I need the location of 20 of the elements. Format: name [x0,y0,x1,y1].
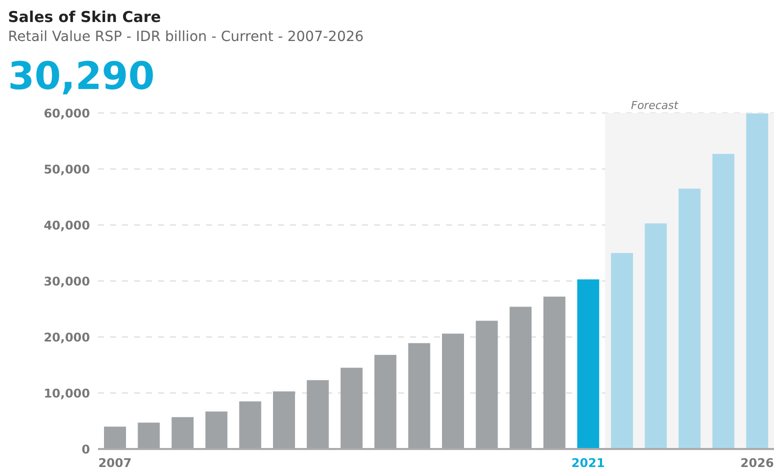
bar [577,279,600,449]
y-tick-label: 50,000 [44,162,90,176]
bar [746,114,768,449]
y-tick-label: 0 [82,442,90,456]
bar [611,253,633,449]
x-tick-label: 2026 [740,456,774,470]
bar [678,188,701,449]
y-tick-label: 40,000 [44,218,90,232]
x-tick-label: 2007 [98,456,132,470]
chart-title: Sales of Skin Care [8,8,162,26]
band-label: Forecast [631,99,679,112]
text: 30,290 [8,53,156,99]
bar [712,154,734,449]
bar [644,223,667,449]
y-tick-label: 10,000 [44,386,90,400]
y-tick-label: 30,000 [44,274,90,288]
y-tick-label: 20,000 [44,330,90,344]
chart-subtitle: Retail Value RSP - IDR billion - Current - 2007-2026 [8,29,365,45]
y-tick-label: 60,000 [44,106,90,120]
x-tick-label: 2021 [571,456,605,470]
